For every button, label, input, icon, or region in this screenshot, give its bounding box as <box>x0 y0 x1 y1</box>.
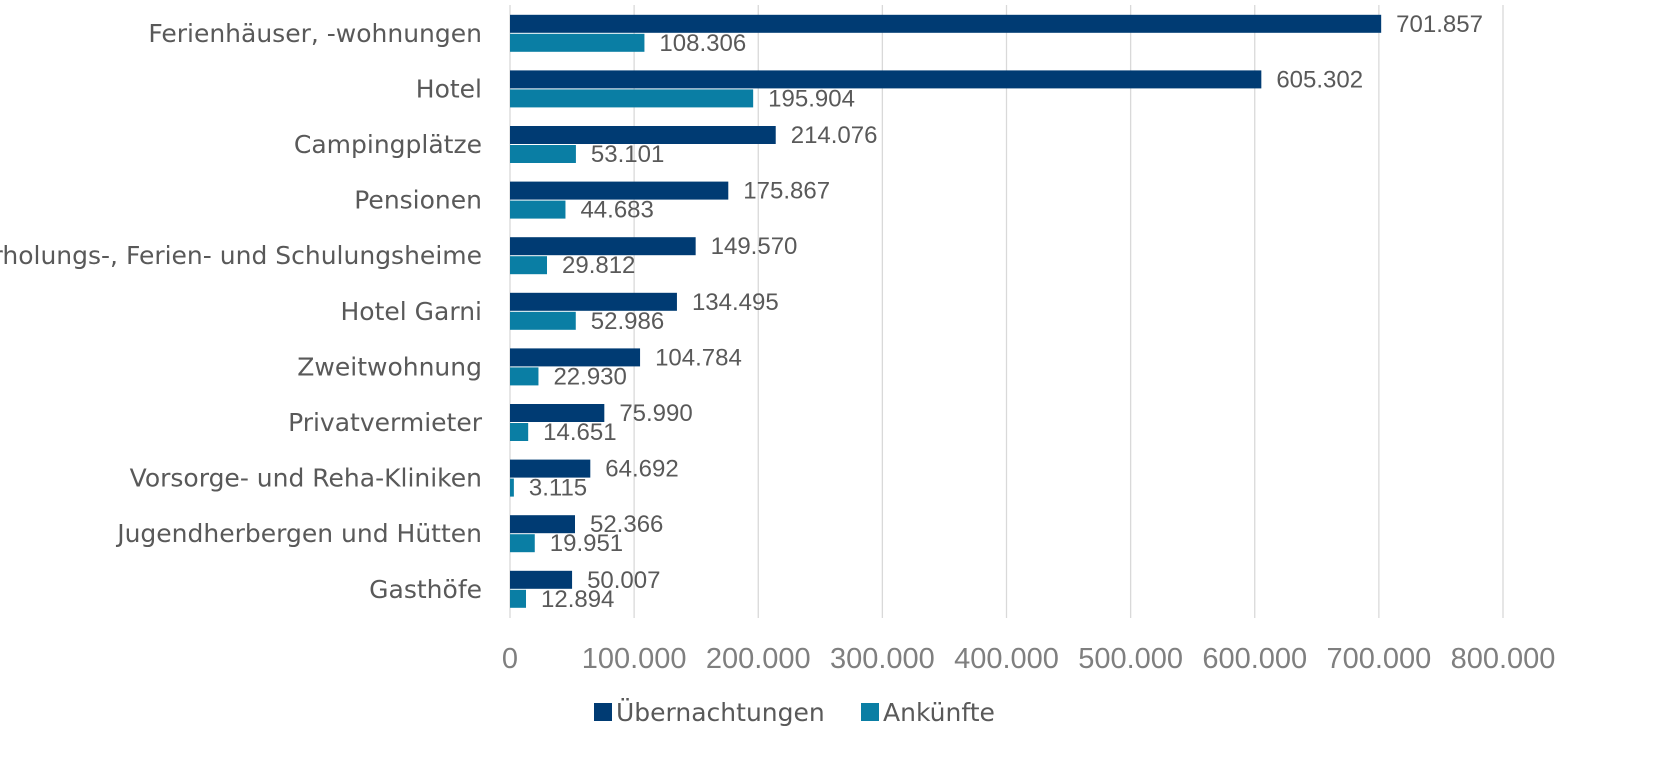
data-label-uebernachtungen-8: 64.692 <box>605 456 678 483</box>
data-label-uebernachtungen-7: 75.990 <box>619 400 692 427</box>
bar-uebernachtungen-3 <box>510 181 729 200</box>
data-label-uebernachtungen-6: 104.784 <box>655 344 742 371</box>
data-label-uebernachtungen-2: 214.076 <box>791 122 878 149</box>
bar-uebernachtungen-8 <box>510 459 591 478</box>
x-tick-label-6: 600.000 <box>1202 643 1307 675</box>
category-label-7: Privatvermieter <box>288 408 483 437</box>
data-label-ankuenfte-1: 195.904 <box>768 85 855 112</box>
data-label-uebernachtungen-4: 149.570 <box>711 233 798 260</box>
data-label-ankuenfte-3: 44.683 <box>580 197 653 224</box>
bar-uebernachtungen-1 <box>510 70 1262 89</box>
x-tick-label-5: 500.000 <box>1078 643 1183 675</box>
bar-ankuenfte-4 <box>510 256 548 275</box>
data-label-uebernachtungen-9: 52.366 <box>590 511 663 538</box>
category-labels: Ferienhäuser, -wohnungen Hotel Campingplät… <box>0 19 483 604</box>
legend-swatch-1 <box>861 703 879 721</box>
category-label-10: Gasthöfe <box>369 575 482 604</box>
x-tick-label-7: 700.000 <box>1326 643 1431 675</box>
x-tick-label-4: 400.000 <box>954 643 1059 675</box>
category-label-2: Campingplätze <box>294 130 482 159</box>
bar-ankuenfte-9 <box>510 534 535 553</box>
bar-uebernachtungen-0 <box>510 14 1382 33</box>
bar-uebernachtungen-10 <box>510 570 573 589</box>
data-label-ankuenfte-0: 108.306 <box>659 30 746 57</box>
x-tick-label-1: 100.000 <box>582 643 687 675</box>
bars: 701.857 108.306 605.302 195.904 214.076 53.10… <box>510 11 1483 613</box>
category-label-4: Erholungs-, Ferien- und Schulungsheime <box>0 241 482 270</box>
category-label-6: Zweitwohnung <box>297 352 482 381</box>
data-label-ankuenfte-9: 19.951 <box>550 530 623 557</box>
bar-uebernachtungen-4 <box>510 237 696 256</box>
bar-uebernachtungen-6 <box>510 348 641 367</box>
category-label-5: Hotel Garni <box>341 297 483 326</box>
data-label-ankuenfte-8: 3.115 <box>529 475 587 502</box>
legend: Übernachtungen Ankünfte <box>594 698 995 727</box>
data-label-uebernachtungen-10: 50.007 <box>587 567 660 594</box>
data-label-ankuenfte-10: 12.894 <box>541 586 614 613</box>
bar-ankuenfte-5 <box>510 311 576 330</box>
data-label-ankuenfte-2: 53.101 <box>591 141 664 168</box>
legend-label-0: Übernachtungen <box>616 698 825 727</box>
category-label-0: Ferienhäuser, -wohnungen <box>148 19 482 48</box>
bar-ankuenfte-8 <box>510 478 514 497</box>
category-label-9: Jugendherbergen und Hütten <box>115 519 482 548</box>
data-label-uebernachtungen-3: 175.867 <box>743 178 830 205</box>
bar-ankuenfte-10 <box>510 589 527 608</box>
bar-ankuenfte-6 <box>510 367 539 386</box>
bar-uebernachtungen-7 <box>510 404 605 422</box>
data-label-ankuenfte-4: 29.812 <box>562 252 635 279</box>
bar-uebernachtungen-9 <box>510 515 575 534</box>
category-label-3: Pensionen <box>354 186 482 215</box>
legend-label-1: Ankünfte <box>883 698 995 727</box>
data-label-ankuenfte-6: 22.930 <box>553 363 626 390</box>
data-label-ankuenfte-7: 14.651 <box>543 419 616 446</box>
data-label-ankuenfte-5: 52.986 <box>591 308 664 335</box>
x-tick-label-0: 0 <box>502 643 518 675</box>
legend-swatch-0 <box>594 703 612 721</box>
bar-ankuenfte-0 <box>510 33 645 52</box>
bar-ankuenfte-2 <box>510 145 576 163</box>
bar-uebernachtungen-5 <box>510 292 677 311</box>
x-tick-label-8: 800.000 <box>1451 643 1556 675</box>
data-label-uebernachtungen-1: 605.302 <box>1276 66 1363 93</box>
x-tick-label-3: 300.000 <box>830 643 935 675</box>
bar-uebernachtungen-2 <box>510 126 776 144</box>
x-axis-tick-labels: 0 100.000 200.000 300.000 400.000 500.000 600.… <box>502 643 1555 675</box>
data-label-uebernachtungen-5: 134.495 <box>692 289 779 316</box>
category-label-1: Hotel <box>416 74 482 103</box>
bar-ankuenfte-3 <box>510 200 566 219</box>
data-label-uebernachtungen-0: 701.857 <box>1396 11 1483 38</box>
category-label-8: Vorsorge- und Reha-Kliniken <box>130 464 482 493</box>
x-tick-label-2: 200.000 <box>706 643 811 675</box>
bar-ankuenfte-7 <box>510 423 529 441</box>
bar-ankuenfte-1 <box>510 89 754 108</box>
